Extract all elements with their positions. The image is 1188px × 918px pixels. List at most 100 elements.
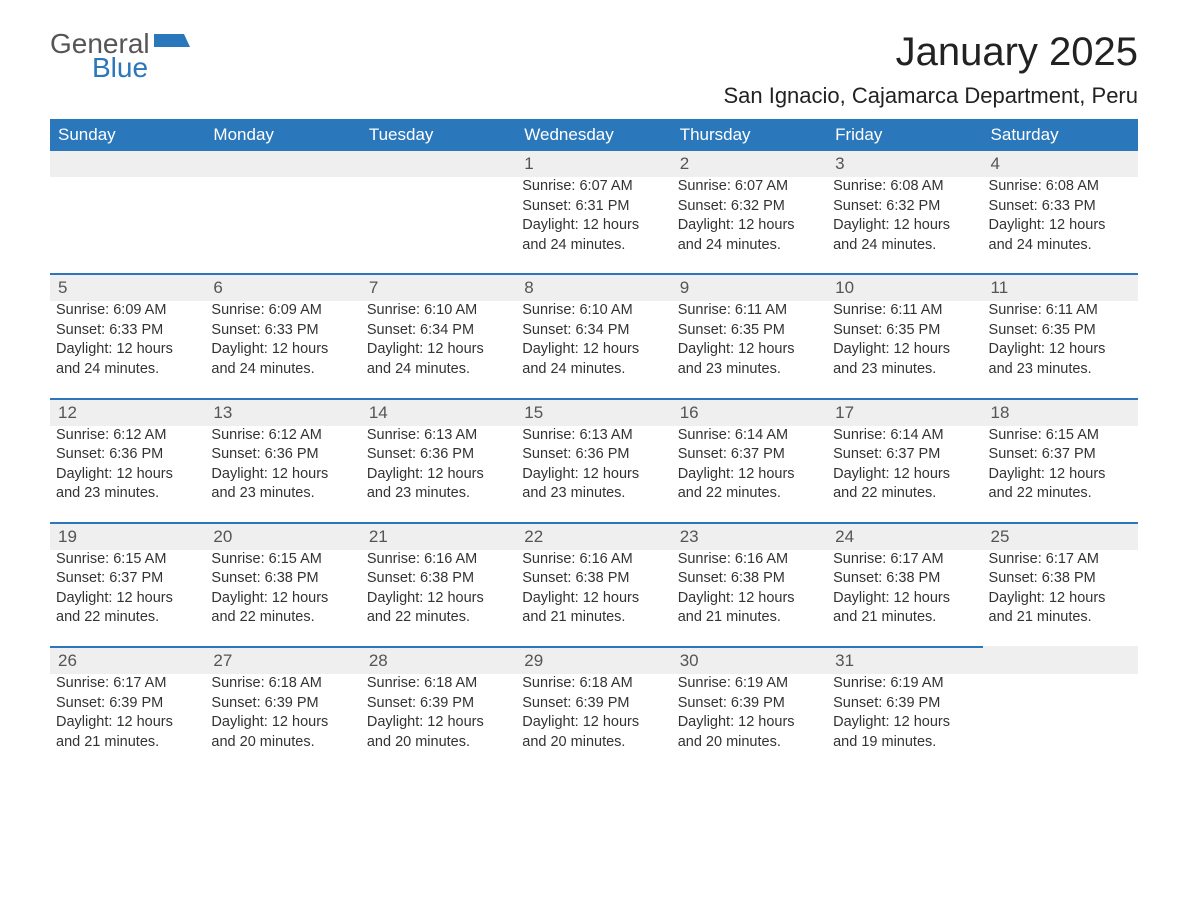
sunset-text: Sunset: 6:37 PM	[989, 445, 1132, 465]
sunrise-text: Sunrise: 6:16 AM	[522, 550, 665, 570]
sunset-text: Sunset: 6:36 PM	[367, 445, 510, 465]
sunrise-text: Sunrise: 6:16 AM	[367, 550, 510, 570]
day-detail-cell: Sunrise: 6:09 AMSunset: 6:33 PMDaylight:…	[50, 301, 205, 398]
day-number-cell: 8	[516, 274, 671, 301]
day-detail-cell	[205, 177, 360, 274]
day-number-cell: 23	[672, 523, 827, 550]
daylight-text: Daylight: 12 hours and 22 minutes.	[833, 465, 976, 504]
day-number-cell: 26	[50, 647, 205, 674]
logo-flag-icon	[154, 34, 190, 60]
sunset-text: Sunset: 6:38 PM	[833, 569, 976, 589]
day-detail-cell: Sunrise: 6:10 AMSunset: 6:34 PMDaylight:…	[361, 301, 516, 398]
day-detail-cell: Sunrise: 6:15 AMSunset: 6:38 PMDaylight:…	[205, 550, 360, 647]
day-detail-cell: Sunrise: 6:18 AMSunset: 6:39 PMDaylight:…	[361, 674, 516, 770]
day-detail-cell: Sunrise: 6:15 AMSunset: 6:37 PMDaylight:…	[50, 550, 205, 647]
brand-logo: General Blue	[50, 30, 190, 82]
day-detail-cell: Sunrise: 6:16 AMSunset: 6:38 PMDaylight:…	[516, 550, 671, 647]
day-number-cell: 16	[672, 399, 827, 426]
daylight-text: Daylight: 12 hours and 21 minutes.	[989, 589, 1132, 628]
sunrise-text: Sunrise: 6:15 AM	[989, 426, 1132, 446]
sunset-text: Sunset: 6:39 PM	[522, 694, 665, 714]
day-number-cell: 19	[50, 523, 205, 550]
day-number-cell: 27	[205, 647, 360, 674]
daylight-text: Daylight: 12 hours and 22 minutes.	[367, 589, 510, 628]
day-detail-cell	[50, 177, 205, 274]
sunset-text: Sunset: 6:37 PM	[833, 445, 976, 465]
sunset-text: Sunset: 6:36 PM	[56, 445, 199, 465]
sunrise-text: Sunrise: 6:13 AM	[367, 426, 510, 446]
weekday-header: Wednesday	[516, 119, 671, 151]
sunset-text: Sunset: 6:37 PM	[678, 445, 821, 465]
sunset-text: Sunset: 6:39 PM	[833, 694, 976, 714]
day-number-cell: 29	[516, 647, 671, 674]
weekday-header-row: Sunday Monday Tuesday Wednesday Thursday…	[50, 119, 1138, 151]
sunrise-text: Sunrise: 6:18 AM	[367, 674, 510, 694]
sunrise-text: Sunrise: 6:12 AM	[211, 426, 354, 446]
day-number-row: 19202122232425	[50, 523, 1138, 550]
day-number-cell: 15	[516, 399, 671, 426]
sunrise-text: Sunrise: 6:14 AM	[833, 426, 976, 446]
day-detail-cell: Sunrise: 6:17 AMSunset: 6:38 PMDaylight:…	[983, 550, 1138, 647]
day-number-cell	[205, 151, 360, 177]
sunset-text: Sunset: 6:32 PM	[678, 197, 821, 217]
daylight-text: Daylight: 12 hours and 20 minutes.	[367, 713, 510, 752]
sunset-text: Sunset: 6:32 PM	[833, 197, 976, 217]
day-detail-cell: Sunrise: 6:13 AMSunset: 6:36 PMDaylight:…	[516, 426, 671, 523]
sunrise-text: Sunrise: 6:11 AM	[833, 301, 976, 321]
daylight-text: Daylight: 12 hours and 21 minutes.	[678, 589, 821, 628]
daylight-text: Daylight: 12 hours and 22 minutes.	[678, 465, 821, 504]
sunrise-text: Sunrise: 6:08 AM	[833, 177, 976, 197]
sunset-text: Sunset: 6:38 PM	[367, 569, 510, 589]
day-number-cell: 1	[516, 151, 671, 177]
day-number-cell: 17	[827, 399, 982, 426]
day-detail-cell: Sunrise: 6:14 AMSunset: 6:37 PMDaylight:…	[672, 426, 827, 523]
sunset-text: Sunset: 6:38 PM	[211, 569, 354, 589]
sunset-text: Sunset: 6:34 PM	[522, 321, 665, 341]
sunrise-text: Sunrise: 6:17 AM	[989, 550, 1132, 570]
day-detail-cell: Sunrise: 6:19 AMSunset: 6:39 PMDaylight:…	[672, 674, 827, 770]
day-number-cell: 18	[983, 399, 1138, 426]
weekday-header: Monday	[205, 119, 360, 151]
sunset-text: Sunset: 6:39 PM	[211, 694, 354, 714]
day-detail-cell: Sunrise: 6:09 AMSunset: 6:33 PMDaylight:…	[205, 301, 360, 398]
day-detail-cell: Sunrise: 6:07 AMSunset: 6:31 PMDaylight:…	[516, 177, 671, 274]
day-number-cell: 20	[205, 523, 360, 550]
daylight-text: Daylight: 12 hours and 24 minutes.	[56, 340, 199, 379]
day-detail-cell: Sunrise: 6:16 AMSunset: 6:38 PMDaylight:…	[361, 550, 516, 647]
weekday-header: Saturday	[983, 119, 1138, 151]
day-detail-cell: Sunrise: 6:14 AMSunset: 6:37 PMDaylight:…	[827, 426, 982, 523]
sunset-text: Sunset: 6:34 PM	[367, 321, 510, 341]
daylight-text: Daylight: 12 hours and 20 minutes.	[678, 713, 821, 752]
daylight-text: Daylight: 12 hours and 19 minutes.	[833, 713, 976, 752]
day-detail-cell: Sunrise: 6:11 AMSunset: 6:35 PMDaylight:…	[827, 301, 982, 398]
daylight-text: Daylight: 12 hours and 24 minutes.	[833, 216, 976, 255]
sunrise-text: Sunrise: 6:18 AM	[211, 674, 354, 694]
day-number-cell: 30	[672, 647, 827, 674]
day-detail-cell: Sunrise: 6:15 AMSunset: 6:37 PMDaylight:…	[983, 426, 1138, 523]
day-number-cell: 13	[205, 399, 360, 426]
day-detail-cell	[361, 177, 516, 274]
daylight-text: Daylight: 12 hours and 24 minutes.	[211, 340, 354, 379]
day-number-cell: 31	[827, 647, 982, 674]
sunrise-text: Sunrise: 6:08 AM	[989, 177, 1132, 197]
day-number-cell: 14	[361, 399, 516, 426]
day-detail-cell: Sunrise: 6:12 AMSunset: 6:36 PMDaylight:…	[50, 426, 205, 523]
month-title: January 2025	[723, 30, 1138, 75]
day-number-cell	[50, 151, 205, 177]
day-number-cell: 22	[516, 523, 671, 550]
daylight-text: Daylight: 12 hours and 22 minutes.	[989, 465, 1132, 504]
calendar-table: Sunday Monday Tuesday Wednesday Thursday…	[50, 119, 1138, 770]
weekday-header: Friday	[827, 119, 982, 151]
day-detail-cell: Sunrise: 6:17 AMSunset: 6:38 PMDaylight:…	[827, 550, 982, 647]
sunset-text: Sunset: 6:38 PM	[522, 569, 665, 589]
day-number-cell	[983, 647, 1138, 674]
daylight-text: Daylight: 12 hours and 24 minutes.	[989, 216, 1132, 255]
location-subtitle: San Ignacio, Cajamarca Department, Peru	[723, 83, 1138, 109]
sunrise-text: Sunrise: 6:07 AM	[678, 177, 821, 197]
daylight-text: Daylight: 12 hours and 23 minutes.	[367, 465, 510, 504]
sunrise-text: Sunrise: 6:10 AM	[522, 301, 665, 321]
day-number-row: 567891011	[50, 274, 1138, 301]
sunrise-text: Sunrise: 6:15 AM	[56, 550, 199, 570]
title-block: January 2025 San Ignacio, Cajamarca Depa…	[723, 30, 1138, 119]
day-number-cell: 10	[827, 274, 982, 301]
